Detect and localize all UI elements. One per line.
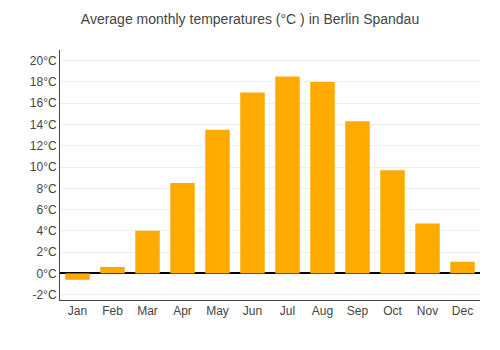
svg-text:Mar: Mar	[137, 304, 158, 318]
svg-text:6°C: 6°C	[36, 203, 56, 217]
svg-text:0°C: 0°C	[36, 267, 56, 281]
svg-text:Aug: Aug	[312, 304, 333, 318]
svg-text:2°C: 2°C	[36, 245, 56, 259]
svg-text:Jan: Jan	[68, 304, 87, 318]
svg-text:Sep: Sep	[347, 304, 369, 318]
svg-text:12°C: 12°C	[30, 139, 57, 153]
svg-text:Average monthly temperatures (: Average monthly temperatures (°C ) in Be…	[81, 11, 419, 27]
svg-text:20°C: 20°C	[30, 54, 57, 68]
svg-text:18°C: 18°C	[30, 75, 57, 89]
svg-text:4°C: 4°C	[36, 224, 56, 238]
svg-text:Oct: Oct	[383, 304, 402, 318]
svg-text:16°C: 16°C	[30, 96, 57, 110]
svg-text:Apr: Apr	[173, 304, 192, 318]
svg-text:Dec: Dec	[452, 304, 473, 318]
svg-text:14°C: 14°C	[30, 118, 57, 132]
svg-text:8°C: 8°C	[36, 182, 56, 196]
svg-text:Jul: Jul	[280, 304, 295, 318]
svg-text:Feb: Feb	[102, 304, 123, 318]
svg-text:May: May	[206, 304, 229, 318]
svg-text:-2°C: -2°C	[32, 288, 56, 302]
svg-text:Nov: Nov	[417, 304, 438, 318]
svg-text:10°C: 10°C	[30, 160, 57, 174]
svg-text:Jun: Jun	[243, 304, 262, 318]
